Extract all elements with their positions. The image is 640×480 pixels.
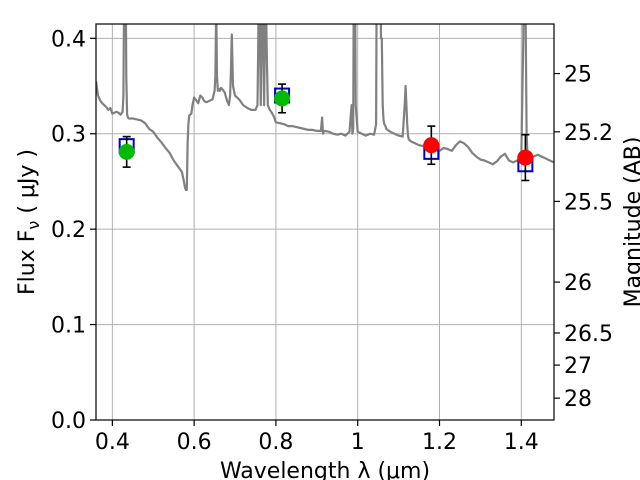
x-axis-title: Wavelength λ (μm) — [220, 459, 430, 480]
markers — [118, 83, 534, 182]
y-tick-label: 0.0 — [51, 409, 86, 434]
right-tick-label: 25.2 — [564, 121, 613, 146]
y-tick-label: 0.3 — [51, 123, 86, 148]
right-tick-label: 27 — [564, 354, 592, 379]
observed-point — [118, 143, 135, 160]
x-tick-label: 1.2 — [422, 430, 457, 455]
plot-area — [96, 24, 554, 192]
right-tick-label: 28 — [564, 387, 592, 412]
grid — [96, 24, 554, 421]
observed-point — [274, 90, 291, 107]
spectrum-line — [96, 24, 554, 192]
right-tick-label: 26 — [564, 271, 592, 296]
x-tick-label: 1 — [351, 430, 365, 455]
x-tick-label: 0.4 — [95, 430, 130, 455]
y-tick-label: 0.2 — [51, 218, 86, 243]
x-tick-label: 1.4 — [504, 430, 539, 455]
y-axis-title: Flux Fν ( μJy ) — [15, 149, 43, 295]
x-tick-label: 0.6 — [177, 430, 212, 455]
right-tick-label: 25 — [564, 63, 592, 88]
right-tick-label: 26.5 — [564, 322, 613, 347]
y-tick-label: 0.1 — [51, 314, 86, 339]
axes-frame — [95, 23, 555, 421]
right-axis-title: Magnitude (AB) — [621, 137, 640, 308]
ticks: 0.4 0.6 0.8 1 1.2 1.4 0.0 0.1 0.2 0.3 0.4 25 25.2 25.… — [51, 27, 613, 455]
x-tick-label: 0.8 — [258, 430, 293, 455]
y-tick-label: 0.4 — [51, 27, 86, 52]
observed-point — [517, 149, 534, 166]
observed-point — [423, 137, 440, 154]
right-tick-label: 25.5 — [564, 190, 613, 215]
